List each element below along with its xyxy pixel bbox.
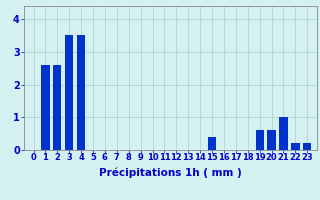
Bar [77, 35, 85, 150]
Bar [255, 130, 264, 150]
Bar [279, 117, 288, 150]
Bar [303, 143, 311, 150]
Bar [41, 65, 50, 150]
Bar [268, 130, 276, 150]
X-axis label: Précipitations 1h ( mm ): Précipitations 1h ( mm ) [99, 167, 242, 178]
Bar [65, 35, 73, 150]
Bar [291, 143, 300, 150]
Bar [208, 137, 216, 150]
Bar [53, 65, 61, 150]
